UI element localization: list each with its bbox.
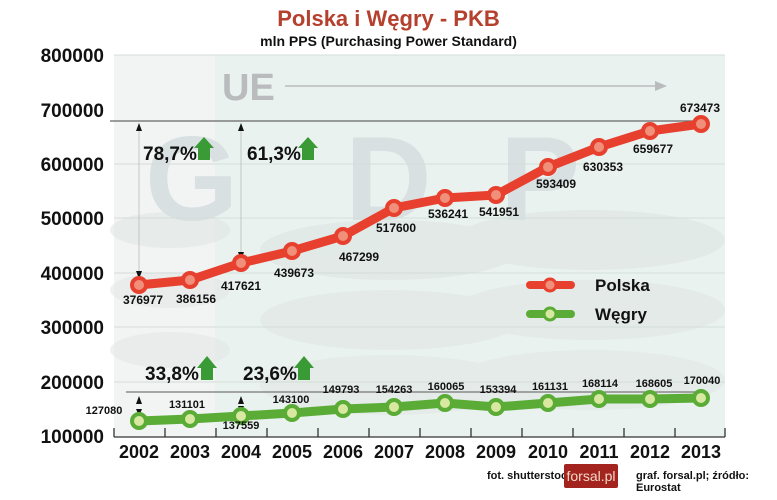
polska-growth-2002: 78,7%: [143, 144, 197, 165]
chart-title: Polska i Węgry - PKB: [277, 6, 500, 31]
data-label: 386156: [176, 292, 216, 306]
data-label: 143100: [273, 394, 310, 406]
watermark-letter-g: G: [145, 112, 238, 246]
arrow-up-icon: [136, 123, 142, 131]
data-label: 154263: [376, 384, 413, 396]
y-tick: 300000: [41, 318, 104, 339]
data-label: 467299: [339, 250, 379, 264]
x-tick: 2010: [528, 442, 568, 462]
data-label: 161131: [532, 381, 568, 393]
x-axis: [113, 428, 726, 438]
data-label: 673473: [680, 101, 720, 115]
data-labels-polska: 376977 386156 417621 439673 467299 51760…: [123, 101, 720, 307]
x-tick: 2007: [374, 442, 414, 462]
source-note: graf. forsal.pl; źródło: Eurostat: [636, 470, 750, 494]
data-label: 131101: [169, 399, 205, 411]
data-label: 137559: [223, 420, 260, 432]
ue-arrow-head-icon: [655, 81, 667, 91]
wegry-growth-2004: 23,6%: [243, 364, 297, 385]
green-up-arrow-icon: [294, 356, 314, 380]
x-tick: 2012: [630, 442, 670, 462]
arrow-up-icon: [238, 396, 244, 404]
y-tick: 700000: [41, 101, 104, 122]
data-label: 170040: [684, 375, 721, 387]
data-label: 160065: [428, 381, 465, 393]
x-tick: 2003: [170, 442, 210, 462]
x-tick: 2011: [579, 442, 618, 462]
y-tick: 400000: [41, 264, 104, 285]
watermark-letter-p: P: [500, 112, 580, 246]
y-tick: 500000: [41, 209, 104, 230]
x-tick: 2013: [681, 442, 721, 462]
coins-background: [110, 210, 725, 415]
data-label: 127080: [86, 405, 123, 417]
legend-label-wegry: Węgry: [595, 305, 648, 324]
series-markers-polska: [130, 115, 710, 294]
chart-subtitle: mln PPS (Purchasing Power Standard): [260, 33, 517, 49]
data-label: 439673: [274, 266, 314, 280]
legend-label-polska: Polska: [595, 276, 650, 295]
legend: Polska Węgry: [526, 276, 650, 324]
y-tick: 600000: [41, 155, 104, 176]
data-label: 536241: [428, 207, 468, 221]
x-tick: 2009: [476, 442, 516, 462]
data-label: 376977: [123, 293, 163, 307]
data-label: 659677: [633, 142, 673, 156]
data-label: 517600: [376, 221, 416, 235]
data-label: 149793: [323, 384, 360, 396]
x-tick: 2006: [323, 442, 363, 462]
x-tick-labels: 2002 2003 2004 2005 2006 2007 2008 2009 …: [119, 442, 721, 462]
x-tick: 2004: [221, 442, 261, 462]
data-label: 630353: [583, 160, 623, 174]
y-tick: 200000: [41, 373, 104, 394]
data-label: 153394: [480, 384, 518, 396]
arrow-up-icon: [238, 123, 244, 131]
x-tick: 2002: [119, 442, 159, 462]
data-label: 541951: [479, 205, 519, 219]
green-up-arrow-icon: [298, 137, 318, 160]
data-labels-wegry: 127080 131101 137559 143100 149793 15426…: [86, 375, 721, 432]
forsal-logo[interactable]: forsal.pl: [564, 464, 618, 488]
series-markers-wegry: [130, 389, 710, 430]
data-label: 168605: [636, 378, 673, 390]
data-label: 593409: [536, 177, 576, 191]
photo-credit: fot. shutterstock: [487, 470, 574, 482]
x-tick: 2005: [272, 442, 312, 462]
y-tick: 100000: [41, 427, 104, 448]
y-axis: 800000 700000 600000 500000 400000 30000…: [41, 46, 104, 448]
data-label: 168114: [582, 378, 619, 390]
legend-marker-polska-icon: [542, 277, 558, 293]
arrow-up-icon: [136, 396, 142, 404]
x-tick: 2008: [425, 442, 465, 462]
green-up-arrow-icon: [194, 137, 214, 160]
arrow-down-icon: [136, 271, 142, 279]
ue-label: UE: [222, 67, 275, 109]
legend-marker-wegry-icon: [542, 306, 558, 322]
wegry-growth-2002: 33,8%: [145, 364, 199, 385]
y-tick: 800000: [41, 46, 104, 67]
green-up-arrow-icon: [197, 356, 217, 380]
data-label: 417621: [221, 279, 261, 293]
polska-growth-2004: 61,3%: [247, 144, 301, 165]
